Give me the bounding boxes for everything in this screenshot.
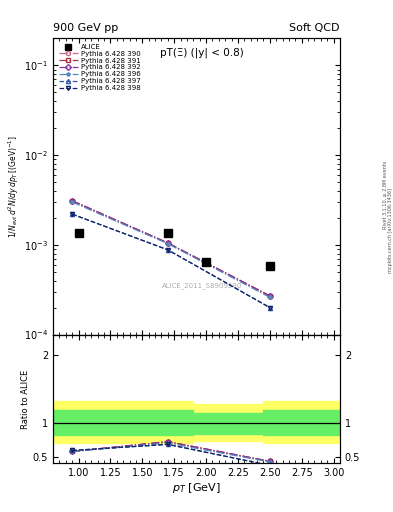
Pythia 6.428 390: [70, 198, 75, 204]
Line: Pythia 6.428 398: Pythia 6.428 398: [70, 212, 272, 310]
Line: Pythia 6.428 396: Pythia 6.428 396: [70, 200, 272, 300]
Text: pT(Ξ) (|y| < 0.8): pT(Ξ) (|y| < 0.8): [160, 47, 244, 58]
Pythia 6.428 391: [165, 240, 170, 246]
Line: Pythia 6.428 397: Pythia 6.428 397: [70, 212, 272, 310]
ALICE: [76, 230, 81, 236]
Line: Pythia 6.428 392: Pythia 6.428 392: [70, 199, 272, 298]
Pythia 6.428 398: [268, 305, 272, 311]
ALICE: [268, 263, 272, 269]
Text: ALICE_2011_S8909580: ALICE_2011_S8909580: [162, 282, 242, 289]
Pythia 6.428 397: [70, 211, 75, 217]
Pythia 6.428 391: [268, 293, 272, 299]
Pythia 6.428 392: [165, 240, 170, 246]
X-axis label: $p_T$ [GeV]: $p_T$ [GeV]: [172, 481, 221, 495]
ALICE: [165, 230, 170, 236]
Line: Pythia 6.428 390: Pythia 6.428 390: [70, 199, 272, 298]
Pythia 6.428 390: [268, 293, 272, 299]
Legend: ALICE, Pythia 6.428 390, Pythia 6.428 391, Pythia 6.428 392, Pythia 6.428 396, P: ALICE, Pythia 6.428 390, Pythia 6.428 39…: [57, 42, 143, 93]
Line: ALICE: ALICE: [75, 229, 274, 270]
Text: Rivet 3.1.10, ≥ 2.8M events: Rivet 3.1.10, ≥ 2.8M events: [383, 160, 387, 229]
Pythia 6.428 396: [70, 199, 75, 205]
Pythia 6.428 398: [165, 247, 170, 253]
Text: mcplots.cern.ch [arXiv:1306.3436]: mcplots.cern.ch [arXiv:1306.3436]: [388, 188, 393, 273]
Pythia 6.428 392: [268, 293, 272, 299]
Y-axis label: $1/N_{evt}\,d^2N/dy\,dp_T\,\mathrm{[(GeV)^{-1}]}$: $1/N_{evt}\,d^2N/dy\,dp_T\,\mathrm{[(GeV…: [7, 135, 21, 238]
Pythia 6.428 392: [70, 198, 75, 204]
Pythia 6.428 397: [165, 247, 170, 253]
Y-axis label: Ratio to ALICE: Ratio to ALICE: [21, 369, 30, 429]
Pythia 6.428 396: [165, 241, 170, 247]
Pythia 6.428 390: [165, 240, 170, 246]
Text: Soft QCD: Soft QCD: [290, 23, 340, 33]
Line: Pythia 6.428 391: Pythia 6.428 391: [70, 199, 272, 298]
Pythia 6.428 397: [268, 305, 272, 311]
Text: 900 GeV pp: 900 GeV pp: [53, 23, 118, 33]
Pythia 6.428 396: [268, 294, 272, 301]
Pythia 6.428 391: [70, 198, 75, 204]
Pythia 6.428 398: [70, 211, 75, 217]
ALICE: [204, 259, 208, 265]
